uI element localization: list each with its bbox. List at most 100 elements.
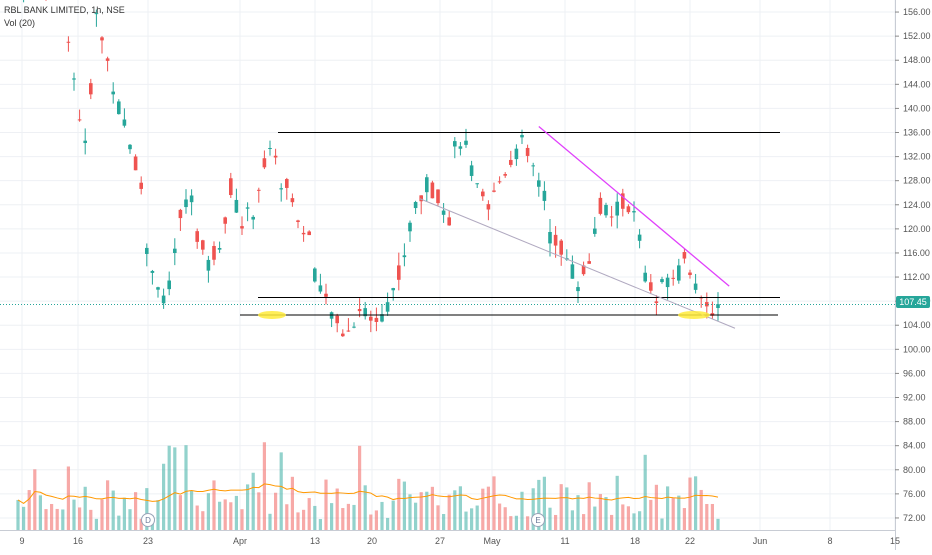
volume-bar — [83, 486, 87, 530]
volume-bar — [380, 501, 384, 530]
price-tick-label: 132.00 — [903, 152, 931, 162]
candle-body — [352, 326, 356, 328]
candle-body — [637, 234, 642, 241]
time-tick-label: 22 — [685, 536, 695, 546]
candle-body — [453, 141, 457, 147]
candle-body — [66, 41, 71, 43]
candle-body — [178, 209, 183, 219]
candle-body — [100, 37, 104, 41]
volume-bar — [626, 506, 630, 530]
volume-bar — [223, 499, 227, 530]
price-tick-label: 136.00 — [903, 128, 931, 138]
volume-bar — [358, 445, 362, 530]
volume-bar — [218, 501, 222, 530]
price-axis[interactable]: 72.00 76.00 80.00 84.00 88.00 92.00 96.00 100.0… — [895, 0, 931, 550]
volume-bar — [604, 497, 608, 530]
time-tick-label: May — [483, 536, 501, 546]
volume-bar — [682, 508, 686, 530]
candle-body — [273, 155, 278, 158]
candle-body — [133, 156, 138, 171]
volume-bar — [654, 484, 658, 530]
volume-bar — [554, 514, 558, 530]
volume-bar — [408, 494, 412, 530]
volume-bar — [55, 508, 59, 530]
candle-body — [665, 277, 670, 288]
volume-bar — [470, 508, 474, 530]
price-tick-label: 80.00 — [903, 465, 926, 475]
price-tick-label: 144.00 — [903, 79, 931, 89]
volume-bar — [324, 479, 328, 530]
candle-body — [464, 140, 468, 145]
price-tick-label: 152.00 — [903, 31, 931, 41]
candle-body — [167, 280, 171, 290]
dividend-marker-label: D — [145, 516, 151, 525]
volume-bar — [27, 490, 31, 530]
volume-bar — [78, 507, 82, 530]
volume-bar — [341, 508, 345, 530]
volume-label[interactable]: Vol (20) — [4, 18, 36, 28]
volume-bar — [649, 499, 653, 530]
candle-body — [503, 174, 507, 176]
time-axis[interactable]: 9 16 23 Apr 13 20 27 May 11 18 22 Jun 8 15 — [0, 530, 900, 547]
volume-bar — [318, 519, 322, 530]
volume-bar — [492, 476, 496, 530]
support-highlight-left — [258, 310, 286, 319]
candle-body — [537, 180, 541, 187]
time-tick-label: 8 — [827, 536, 832, 546]
drawn-lines — [0, 125, 895, 329]
volume-bar — [66, 466, 70, 530]
candle-body — [671, 277, 675, 279]
volume-bar — [419, 492, 423, 530]
price-tick-label: 88.00 — [903, 417, 926, 427]
volume-bar — [526, 516, 530, 530]
candle-body — [296, 220, 300, 222]
volume-bar — [705, 504, 709, 530]
candle-body — [201, 240, 205, 250]
time-tick-label: 16 — [73, 536, 83, 546]
volume-bar — [178, 495, 182, 530]
candle-body — [301, 232, 306, 235]
candle-body — [570, 264, 575, 279]
candle-body — [447, 217, 451, 226]
candle-body — [240, 226, 244, 229]
volume-bar — [246, 484, 250, 530]
candle-body — [559, 240, 563, 255]
price-tick-label: 104.00 — [903, 320, 931, 330]
time-tick-label: 27 — [435, 536, 445, 546]
candle-body — [604, 204, 608, 216]
candle-body — [262, 158, 267, 168]
candle-body — [677, 265, 681, 281]
time-tick-label: 20 — [367, 536, 377, 546]
volume-bar — [201, 511, 205, 530]
candle-body — [77, 119, 82, 121]
symbol-label[interactable]: RBL BANK LIMITED, 1h, NSE — [4, 5, 125, 15]
volume-bar — [22, 506, 26, 530]
candle-body — [324, 293, 328, 297]
volume-bar — [397, 478, 401, 530]
volume-bar — [666, 486, 670, 530]
candle-body — [279, 188, 283, 190]
volume-bar — [122, 497, 126, 530]
candle-body — [391, 288, 395, 291]
candle-body — [234, 199, 239, 213]
candle-body — [184, 199, 188, 208]
candle-body — [128, 144, 132, 150]
volume-bar — [352, 504, 356, 530]
candle-body — [654, 301, 659, 304]
candle-body — [525, 147, 530, 156]
candle-body — [425, 177, 429, 193]
volume-bar — [72, 499, 76, 530]
candle-body — [257, 189, 261, 191]
volume-bar — [38, 495, 42, 530]
candle-body — [111, 91, 115, 95]
candle-body — [458, 146, 463, 149]
volume-bar — [677, 495, 681, 530]
price-tick-label: 92.00 — [903, 393, 926, 403]
volume-bar — [290, 476, 294, 530]
volume-bar — [173, 447, 177, 530]
volume-bar — [430, 486, 434, 530]
candle-body — [150, 270, 155, 273]
